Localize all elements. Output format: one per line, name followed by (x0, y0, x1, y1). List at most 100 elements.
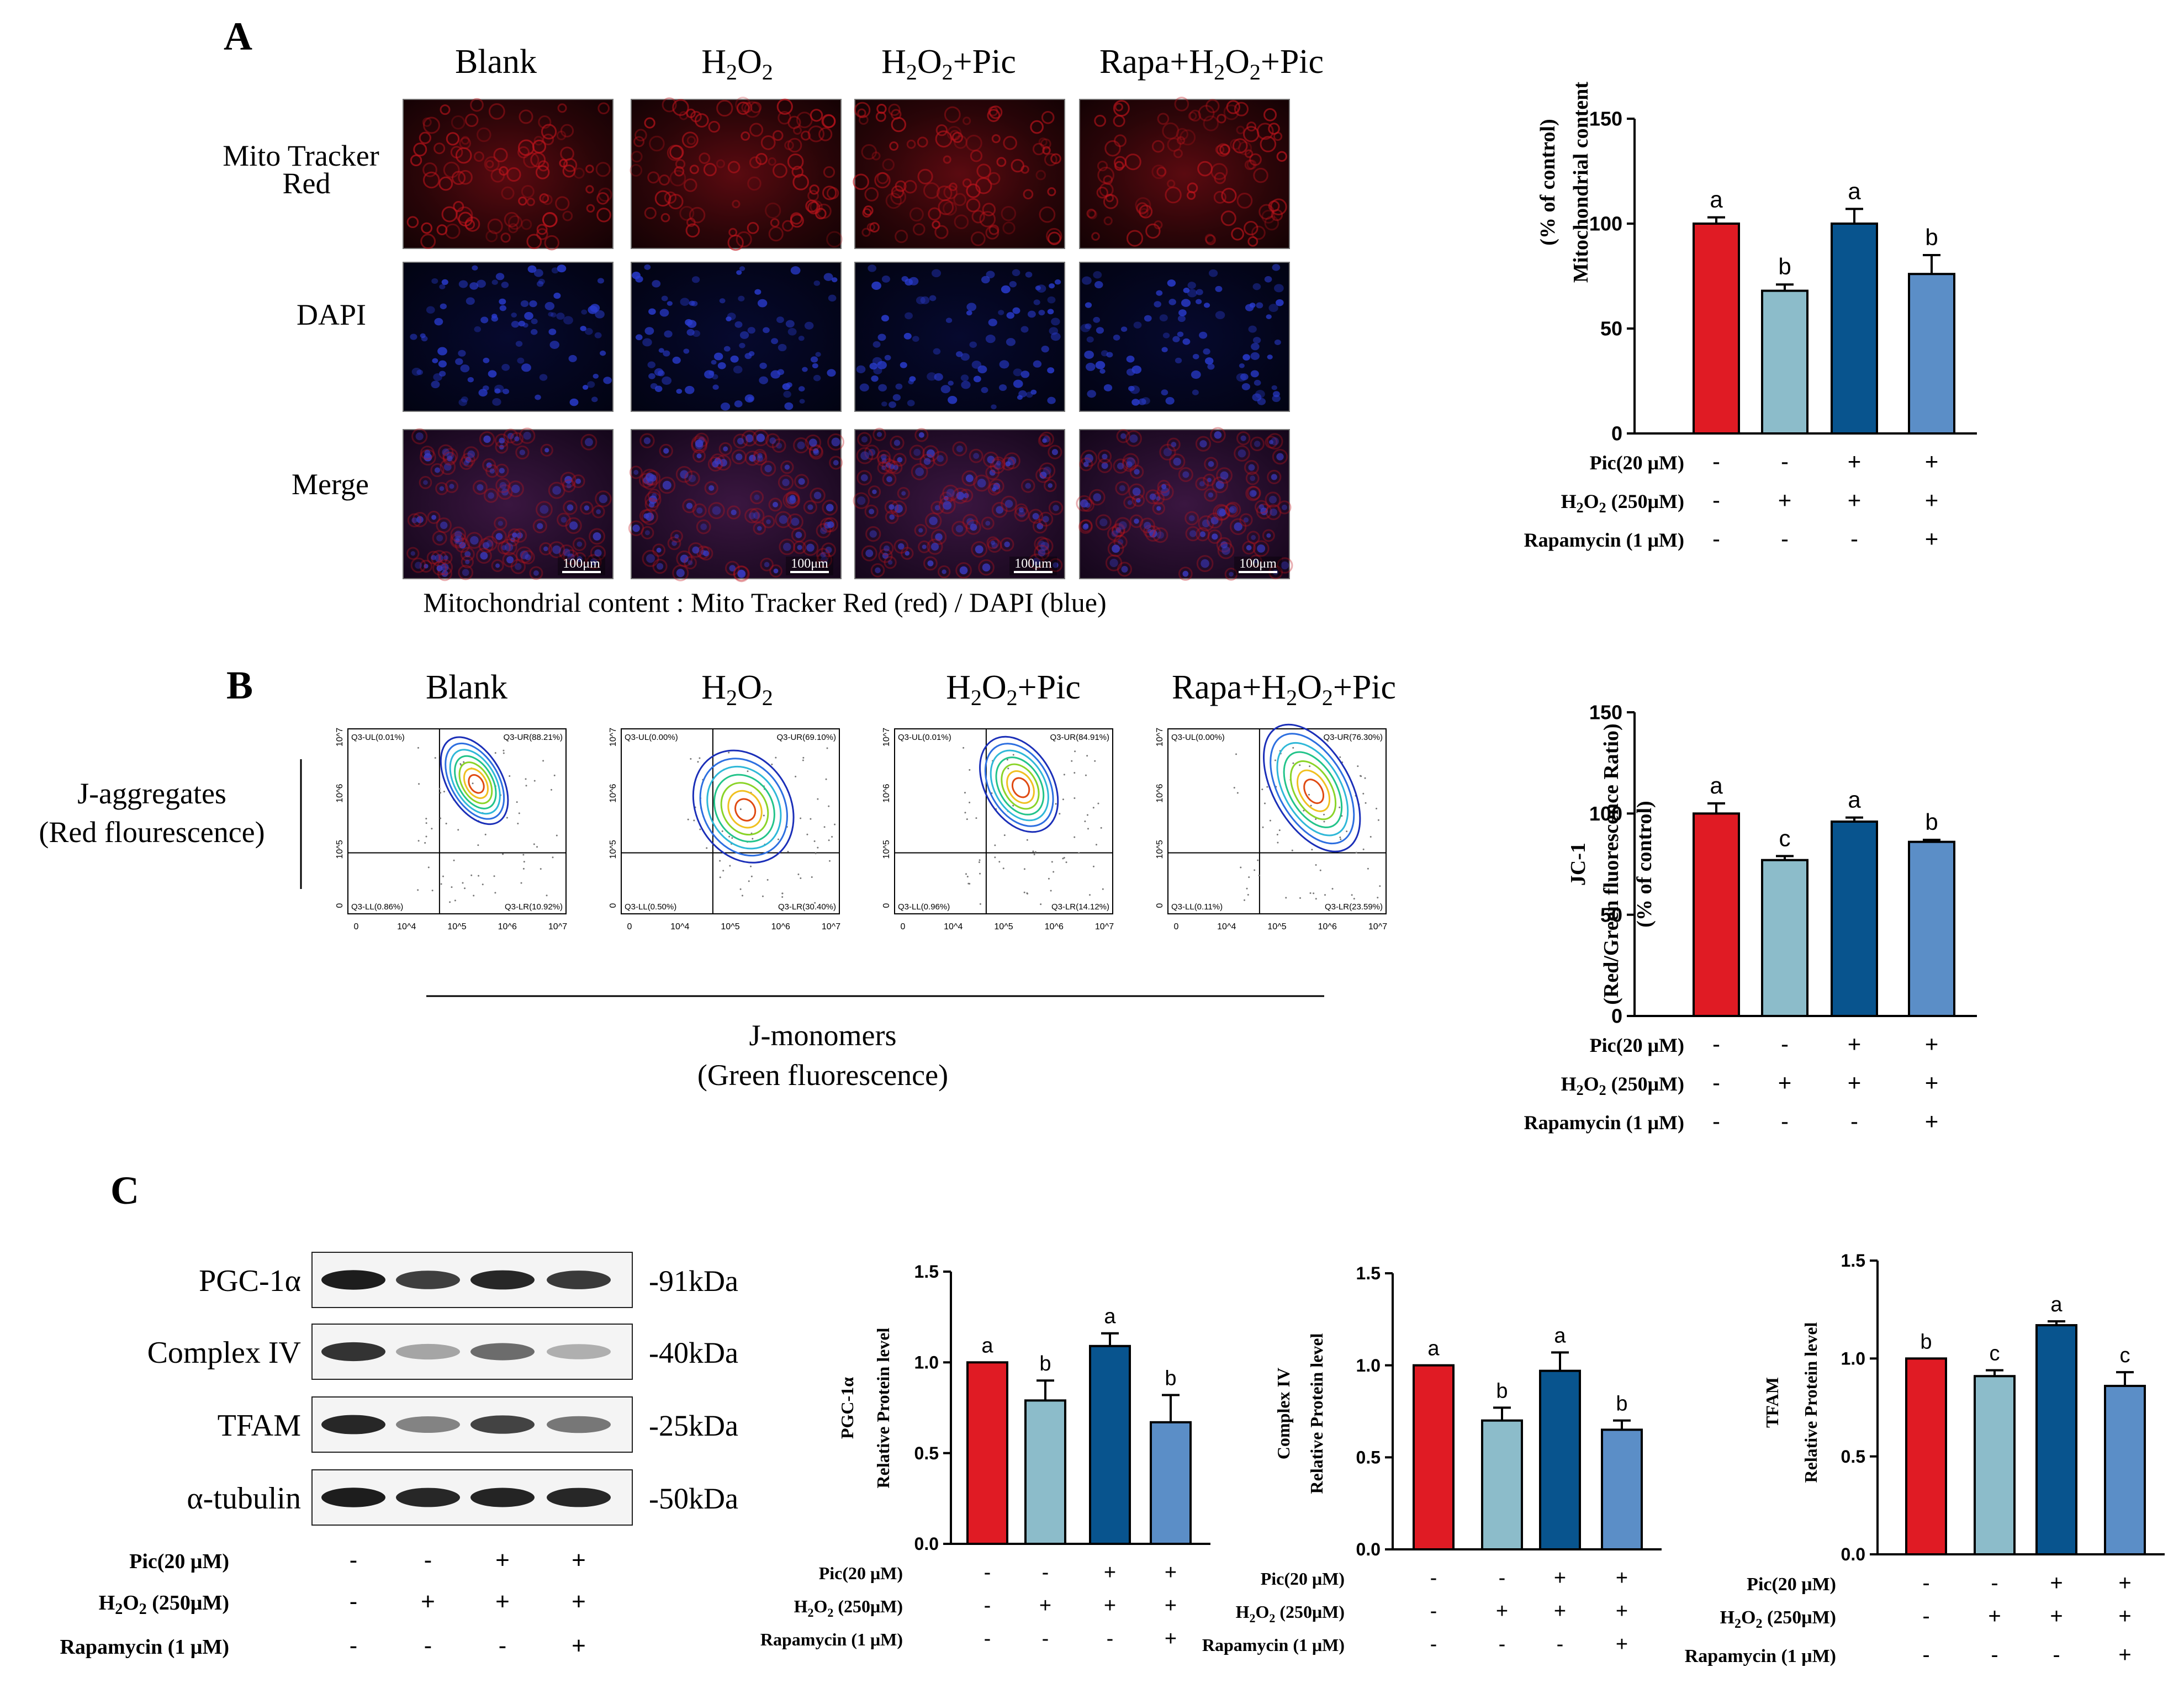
cell-nucleus (1215, 480, 1224, 489)
cell-nucleus (965, 474, 974, 483)
mitochondria-signal (1244, 221, 1258, 236)
mitochondria-signal (557, 103, 567, 113)
cell-nucleus (1171, 442, 1177, 447)
cell-nucleus (820, 527, 827, 534)
treatment-sign: + (1988, 1604, 2001, 1628)
cell-membrane (1129, 464, 1144, 479)
event-dot (1012, 754, 1014, 756)
cell-nucleus (1251, 534, 1256, 540)
nucleus-signal (437, 347, 447, 356)
mitochondria-signal (903, 179, 917, 194)
cell-nucleus (749, 454, 756, 462)
mitochondria-signal (708, 120, 720, 133)
treatment-sign: - (1430, 1566, 1437, 1590)
cell-membrane (853, 492, 870, 509)
cell-membrane (1265, 504, 1282, 520)
mitochondria-signal (659, 174, 670, 186)
nucleus-signal (905, 312, 913, 320)
nucleus-signal (1128, 385, 1135, 391)
cell-membrane (771, 438, 786, 453)
cell-membrane (548, 481, 565, 499)
event-dot (979, 859, 981, 861)
micrograph-merge-rapa-h2o2-pic: 100μm (1076, 427, 1293, 581)
treatment-sign: + (1925, 1031, 1939, 1057)
mitochondria-signal (949, 182, 958, 192)
nucleus-signal (1159, 314, 1168, 322)
cell-membrane (684, 470, 700, 486)
nucleus-signal (647, 361, 656, 368)
cell-membrane (708, 502, 725, 519)
cell-nucleus (970, 523, 977, 531)
significance-letter: c (2120, 1344, 2130, 1367)
nucleus-signal (1199, 331, 1208, 339)
cell-nucleus (477, 484, 484, 491)
nucleus-signal (563, 316, 573, 325)
cell-membrane (794, 474, 810, 489)
nucleus-signal (432, 358, 438, 363)
treatment-sign: - (350, 1588, 358, 1615)
nucleus-signal (664, 330, 673, 338)
cell-nucleus (955, 525, 964, 533)
nucleus-signal (823, 273, 833, 281)
event-dot (1023, 868, 1025, 870)
mitochondria-signal (406, 216, 419, 229)
cell-nucleus (1182, 570, 1189, 577)
cell-nucleus (869, 530, 877, 538)
cell-membrane (749, 490, 764, 505)
cell-nucleus (918, 432, 924, 438)
mitochondria-signal (681, 131, 699, 149)
treatment-sign: + (1848, 1070, 1862, 1095)
mitochondria-signal (770, 218, 780, 227)
flow-x-axis-label: J-monomers (Green fluorescence) (426, 995, 1324, 1092)
cell-membrane (1272, 448, 1288, 465)
density-contour (1303, 779, 1325, 804)
bar-2 (1761, 859, 1808, 1017)
event-dot (828, 805, 830, 807)
nucleus-signal (734, 400, 743, 407)
treatment-table: Pic(20 μM) - - + +H2O2 (250μM) - + + +Rapamycin … (760, 1561, 1177, 1650)
nucleus-signal (1208, 269, 1218, 277)
nucleus-signal (798, 386, 805, 392)
event-dot (1339, 837, 1341, 839)
cell-membrane (978, 559, 995, 576)
blot-row-1: PGC-1α -91kDa (199, 1252, 738, 1308)
mitochondria-signal (1113, 156, 1127, 169)
cell-membrane (822, 499, 838, 516)
cell-nucleus (470, 536, 479, 545)
cell-membrane (580, 433, 597, 451)
treatment-label: Rapamycin (1 μM) (60, 1636, 229, 1659)
treatment-label: Pic(20 μM) (1590, 452, 1684, 474)
nucleus-signal (1215, 285, 1223, 292)
event-dot (470, 874, 473, 876)
mitochondria-signal (1215, 145, 1225, 155)
protein-band (321, 1488, 385, 1507)
treatment-sign: + (1554, 1600, 1566, 1623)
cell-nucleus (825, 546, 832, 553)
cell-membrane (1217, 542, 1235, 559)
cell-nucleus (1051, 449, 1058, 456)
cell-nucleus (1276, 453, 1284, 461)
cell-membrane (628, 520, 644, 536)
cell-nucleus (499, 437, 505, 444)
event-dot (522, 867, 525, 870)
mitochondria-signal (451, 171, 466, 185)
cell-nucleus (1019, 507, 1024, 513)
cell-nucleus (720, 459, 727, 467)
event-dot (536, 846, 538, 848)
nucleus-signal (1181, 299, 1191, 307)
cell-membrane (672, 564, 689, 581)
event-dot (1315, 864, 1317, 866)
mitochondria-signal (818, 127, 833, 141)
nucleus-signal (1272, 264, 1281, 271)
nucleus-signal (1012, 307, 1020, 314)
cell-membrane (502, 552, 518, 568)
cell-membrane (1095, 514, 1112, 531)
mitochondria-signal (506, 167, 521, 182)
nucleus-signal (494, 388, 501, 394)
cell-nucleus (1173, 457, 1181, 466)
event-dot (1086, 755, 1088, 757)
mitochondria-signal (563, 158, 578, 172)
mitochondria-signal (433, 142, 446, 155)
cell-nucleus (499, 468, 505, 474)
